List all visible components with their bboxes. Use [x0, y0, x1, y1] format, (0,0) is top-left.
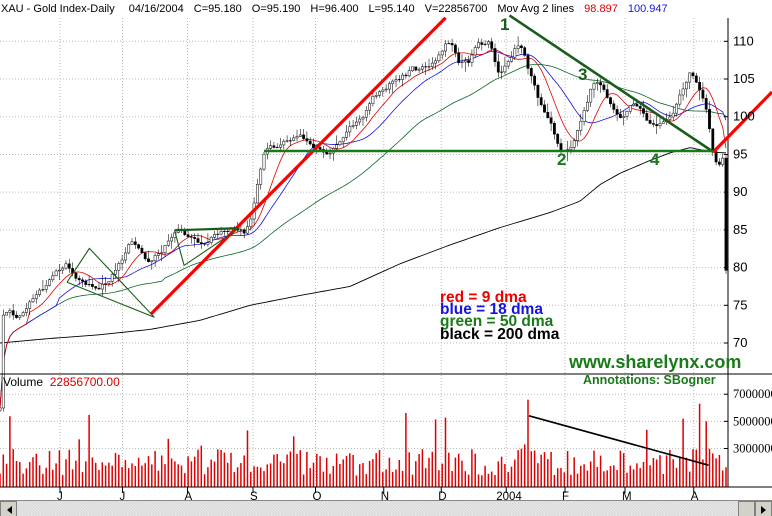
svg-text:85: 85 [733, 222, 747, 237]
svg-text:100: 100 [733, 109, 755, 124]
svg-text:110: 110 [733, 33, 754, 48]
svg-text:3000000: 3000000 [733, 441, 772, 455]
svg-text:5000000: 5000000 [733, 414, 772, 428]
svg-text:3: 3 [578, 65, 587, 84]
svg-text:90: 90 [733, 184, 747, 199]
svg-text:105: 105 [733, 71, 755, 86]
svg-text:95: 95 [733, 146, 747, 161]
svg-text:70: 70 [733, 335, 747, 350]
svg-text:2: 2 [557, 150, 566, 169]
svg-text:4: 4 [650, 150, 660, 169]
svg-text:1: 1 [500, 15, 509, 34]
svg-text:7000000: 7000000 [733, 387, 772, 401]
svg-text:80: 80 [733, 260, 747, 275]
svg-text:75: 75 [733, 297, 747, 312]
